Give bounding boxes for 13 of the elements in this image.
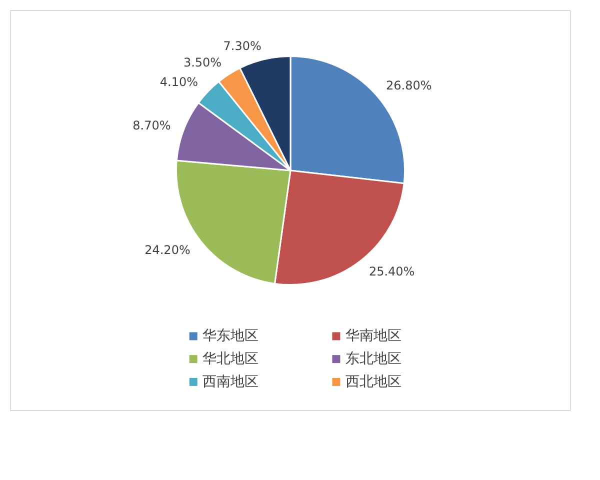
legend-label: 华东地区 — [202, 328, 258, 344]
legend-label: 西南地区 — [202, 374, 258, 390]
legend-label: 西北地区 — [345, 374, 402, 390]
data-label: 8.70% — [132, 118, 171, 132]
legend-label: 华南地区 — [345, 328, 402, 344]
legend-label: 东北地区 — [345, 351, 402, 368]
data-label: 7.30% — [223, 38, 262, 53]
data-label: 26.80% — [386, 78, 432, 92]
data-label: 25.40% — [368, 264, 415, 279]
data-label: 24.20% — [144, 243, 190, 258]
data-label: 4.10% — [160, 75, 198, 89]
legend-label: 华北地区 — [202, 351, 258, 368]
data-label: 3.50% — [183, 56, 222, 70]
